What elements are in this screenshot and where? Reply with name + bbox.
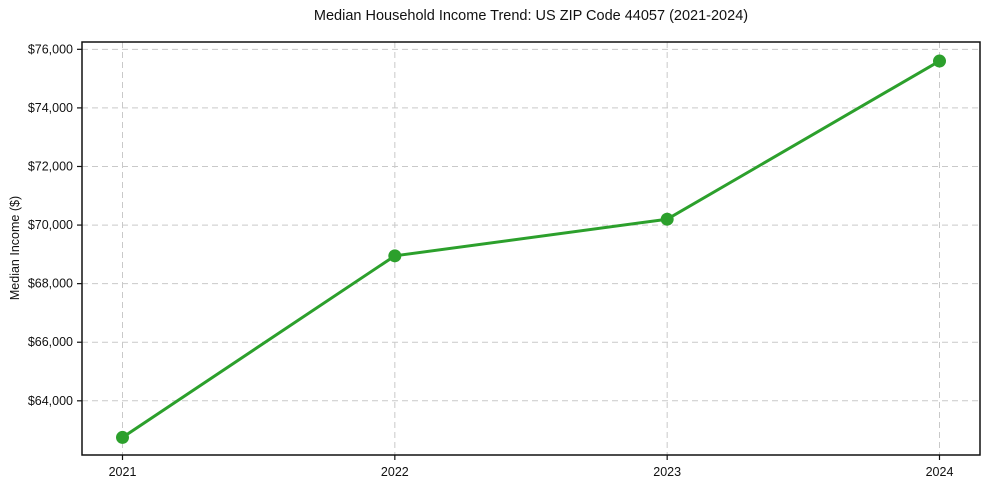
x-tick-label: 2021 [109, 465, 137, 479]
y-tick-label: $66,000 [28, 335, 73, 349]
trend-line [121, 59, 941, 439]
y-tick-label: $68,000 [28, 277, 73, 291]
y-tick-label: $76,000 [28, 42, 73, 56]
data-point [933, 54, 946, 68]
x-tick-label: 2024 [926, 465, 954, 479]
plot-border [81, 41, 981, 456]
y-axis-label: Median Income ($) [8, 195, 22, 301]
data-point [116, 430, 129, 444]
x-tick-label: 2023 [653, 465, 681, 479]
x-tick-label: 2022 [381, 465, 409, 479]
data-point [388, 249, 402, 263]
data-point [660, 212, 674, 226]
y-tick-label: $64,000 [28, 394, 73, 408]
y-tick-label: $74,000 [28, 101, 73, 115]
y-tick-label: $70,000 [28, 218, 73, 232]
chart-title: Median Household Income Trend: US ZIP Co… [313, 8, 749, 24]
y-tick-label: $72,000 [28, 159, 73, 173]
